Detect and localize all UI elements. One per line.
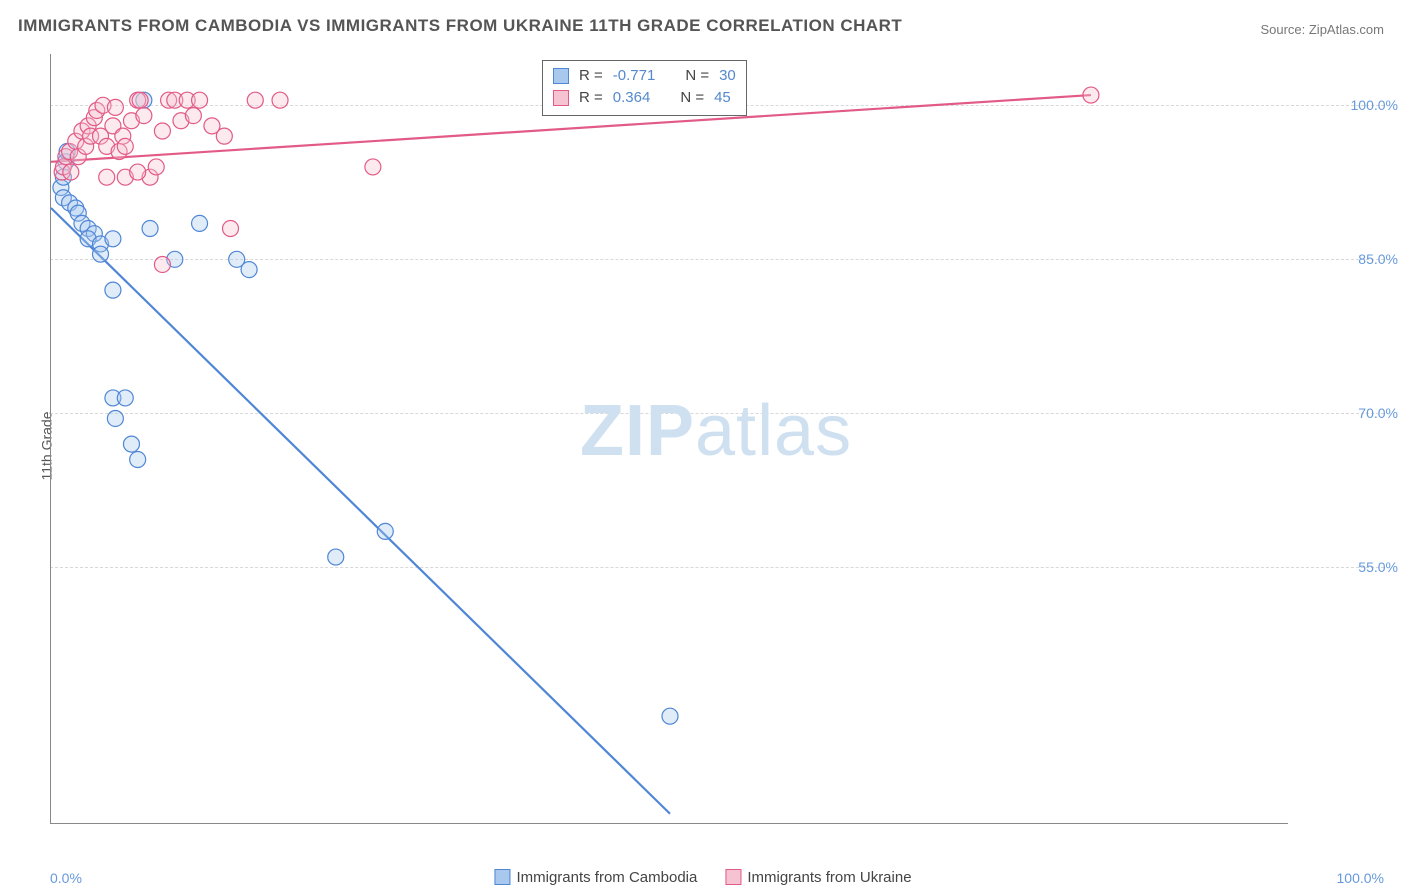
- y-tick-label: 70.0%: [1358, 405, 1398, 421]
- n-value-ukraine: 45: [714, 87, 731, 109]
- data-point-ukraine: [132, 92, 148, 108]
- data-point-cambodia: [662, 708, 678, 724]
- data-point-cambodia: [105, 231, 121, 247]
- legend-label-ukraine: Immigrants from Ukraine: [747, 869, 911, 886]
- legend-item-cambodia: Immigrants from Cambodia: [494, 869, 697, 886]
- legend-item-ukraine: Immigrants from Ukraine: [725, 869, 911, 886]
- data-point-ukraine: [192, 92, 208, 108]
- data-point-cambodia: [93, 246, 109, 262]
- r-label: R =: [579, 65, 603, 87]
- legend-swatch-ukraine: [725, 869, 741, 885]
- data-point-cambodia: [105, 282, 121, 298]
- data-point-ukraine: [1083, 87, 1099, 103]
- plot-area: [50, 54, 1288, 824]
- x-tick-right: 100.0%: [1337, 870, 1384, 886]
- data-point-cambodia: [130, 452, 146, 468]
- data-point-ukraine: [107, 99, 123, 115]
- data-point-ukraine: [154, 256, 170, 272]
- r-value-cambodia: -0.771: [613, 65, 656, 87]
- data-point-cambodia: [123, 436, 139, 452]
- data-point-cambodia: [142, 221, 158, 237]
- stats-row-cambodia: R = -0.771 N = 30: [553, 65, 736, 87]
- legend-swatch-cambodia: [494, 869, 510, 885]
- n-label: N =: [685, 65, 709, 87]
- data-point-ukraine: [272, 92, 288, 108]
- data-point-ukraine: [136, 108, 152, 124]
- data-point-ukraine: [185, 108, 201, 124]
- data-point-ukraine: [99, 169, 115, 185]
- data-point-cambodia: [377, 523, 393, 539]
- series-legend: Immigrants from Cambodia Immigrants from …: [494, 869, 911, 886]
- source-name: ZipAtlas.com: [1309, 22, 1384, 37]
- data-point-ukraine: [216, 128, 232, 144]
- data-point-cambodia: [328, 549, 344, 565]
- data-point-ukraine: [63, 164, 79, 180]
- r-label: R =: [579, 87, 603, 109]
- source-prefix: Source:: [1260, 22, 1308, 37]
- scatter-svg: [51, 54, 1288, 823]
- data-point-ukraine: [117, 138, 133, 154]
- stats-swatch-cambodia: [553, 68, 569, 84]
- data-point-ukraine: [154, 123, 170, 139]
- correlation-stats-box: R = -0.771 N = 30 R = 0.364 N = 45: [542, 60, 747, 116]
- trend-line-cambodia: [51, 208, 670, 814]
- y-tick-label: 55.0%: [1358, 559, 1398, 575]
- y-tick-label: 100.0%: [1351, 97, 1398, 113]
- data-point-cambodia: [117, 390, 133, 406]
- n-label: N =: [680, 87, 704, 109]
- data-point-cambodia: [241, 262, 257, 278]
- data-point-cambodia: [192, 215, 208, 231]
- data-point-ukraine: [148, 159, 164, 175]
- y-tick-label: 85.0%: [1358, 251, 1398, 267]
- legend-label-cambodia: Immigrants from Cambodia: [516, 869, 697, 886]
- source-attribution: Source: ZipAtlas.com: [1260, 22, 1384, 37]
- x-tick-left: 0.0%: [50, 870, 82, 886]
- data-point-ukraine: [247, 92, 263, 108]
- data-point-ukraine: [130, 164, 146, 180]
- stats-swatch-ukraine: [553, 90, 569, 106]
- data-point-ukraine: [223, 221, 239, 237]
- r-value-ukraine: 0.364: [613, 87, 651, 109]
- stats-row-ukraine: R = 0.364 N = 45: [553, 87, 736, 109]
- data-point-ukraine: [365, 159, 381, 175]
- chart-title: IMMIGRANTS FROM CAMBODIA VS IMMIGRANTS F…: [18, 16, 902, 36]
- n-value-cambodia: 30: [719, 65, 736, 87]
- data-point-cambodia: [107, 410, 123, 426]
